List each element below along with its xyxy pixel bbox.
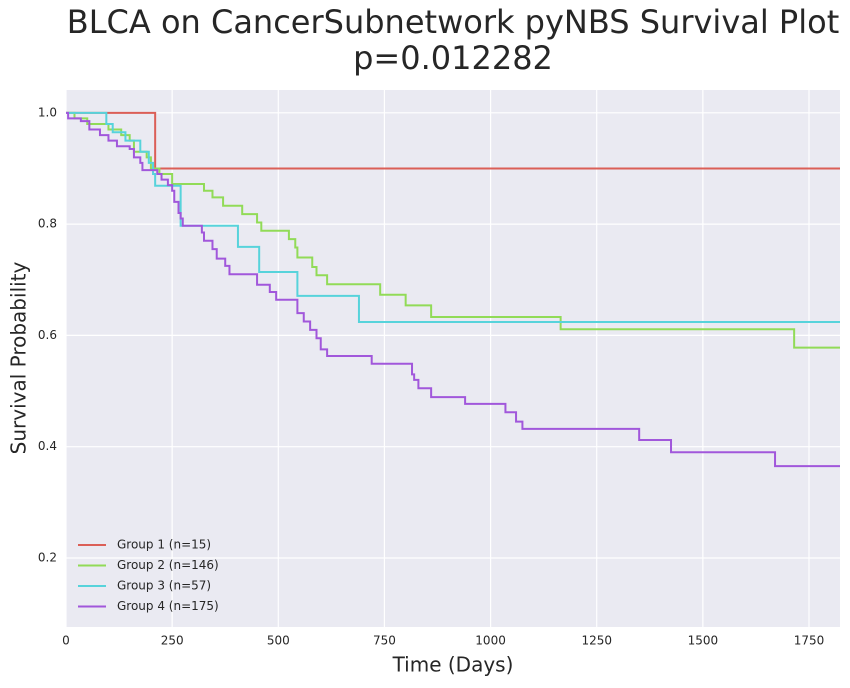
legend-label: Group 4 (n=175)	[117, 599, 219, 613]
x-tick-label: 1250	[581, 634, 612, 648]
grid	[65, 90, 840, 627]
x-axis-label: Time (Days)	[392, 653, 514, 677]
x-tick-label: 0	[62, 634, 70, 648]
y-tick-label: 0.2	[38, 550, 57, 564]
x-tick-label: 1000	[475, 634, 506, 648]
survival-line	[66, 111, 840, 468]
chart-subtitle: p=0.012282	[353, 39, 553, 77]
y-axis-label: Survival Probability	[7, 261, 31, 454]
plot-background	[66, 90, 840, 627]
survival-line	[66, 111, 840, 170]
y-tick-label: 0.4	[38, 439, 57, 453]
x-tick-label: 500	[267, 634, 290, 648]
survival-line	[66, 111, 840, 324]
y-tick-label: 0.8	[38, 217, 57, 231]
x-tick-label: 1750	[794, 634, 825, 648]
lines	[66, 111, 840, 468]
legend: Group 1 (n=15) Group 2 (n=146) Group 3 (n=…	[78, 538, 219, 613]
chart-title: BLCA on CancerSubnetwork pyNBS Survival …	[67, 3, 839, 41]
legend-label: Group 3 (n=57)	[117, 579, 211, 593]
x-tick-label: 250	[161, 634, 184, 648]
x-tick-label: 750	[373, 634, 396, 648]
survival-line	[66, 111, 840, 349]
y-tick-label: 0.6	[38, 328, 57, 342]
legend-label: Group 2 (n=146)	[117, 558, 219, 572]
x-tick-label: 1500	[688, 634, 719, 648]
y-tick-label: 1.0	[38, 105, 57, 119]
legend-label: Group 1 (n=15)	[117, 538, 211, 552]
